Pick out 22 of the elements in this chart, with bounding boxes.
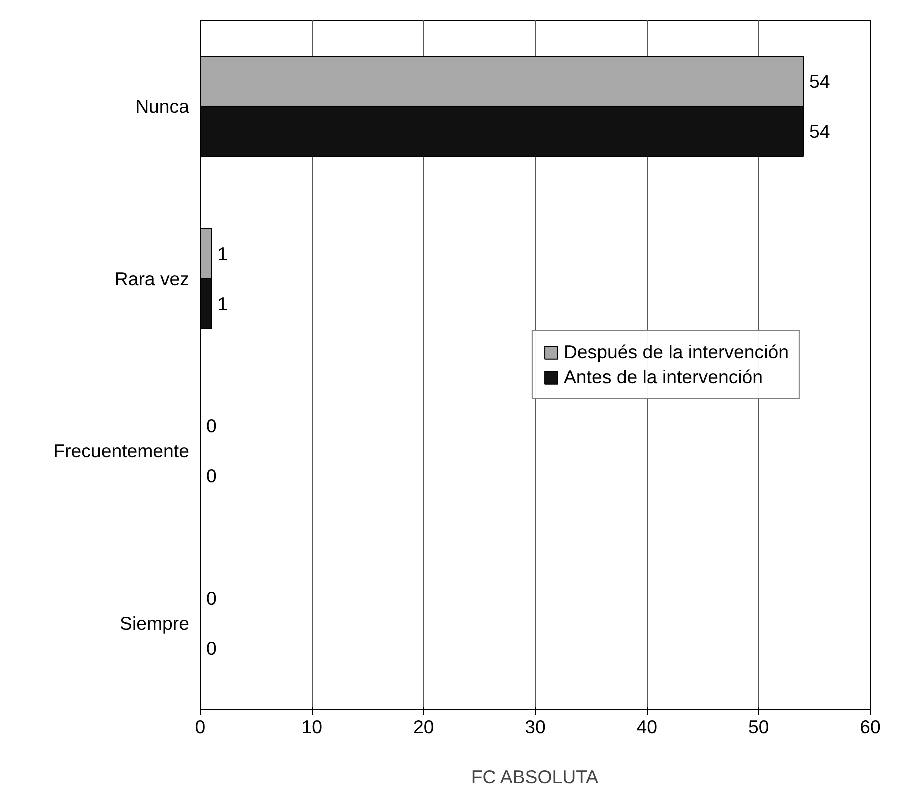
x-axis-title: FC ABSOLUTA: [471, 766, 600, 788]
y-tick-label: Rara vez: [114, 268, 190, 290]
data-label: 54: [810, 121, 830, 142]
x-tick-label: 40: [636, 716, 658, 738]
legend-label: Después de la intervención: [564, 341, 789, 363]
data-label: 0: [206, 638, 217, 659]
x-tick-label: 20: [413, 716, 434, 738]
data-label: 0: [206, 416, 217, 437]
x-tick-label: 60: [860, 716, 881, 738]
x-tick-label: 30: [525, 716, 546, 738]
y-tick-label: Nunca: [136, 96, 190, 118]
data-label: 54: [810, 71, 830, 92]
y-tick-label: Frecuentemente: [54, 440, 190, 462]
data-label: 0: [206, 588, 217, 609]
y-tick-label: Siempre: [120, 612, 190, 634]
x-tick-label: 0: [195, 716, 206, 738]
data-label: 1: [218, 243, 228, 264]
data-label: 0: [206, 466, 217, 487]
legend-label: Antes de la intervención: [564, 366, 764, 388]
x-tick-label: 10: [302, 716, 323, 738]
x-tick-label: 50: [748, 716, 770, 738]
data-label: 1: [218, 293, 228, 314]
